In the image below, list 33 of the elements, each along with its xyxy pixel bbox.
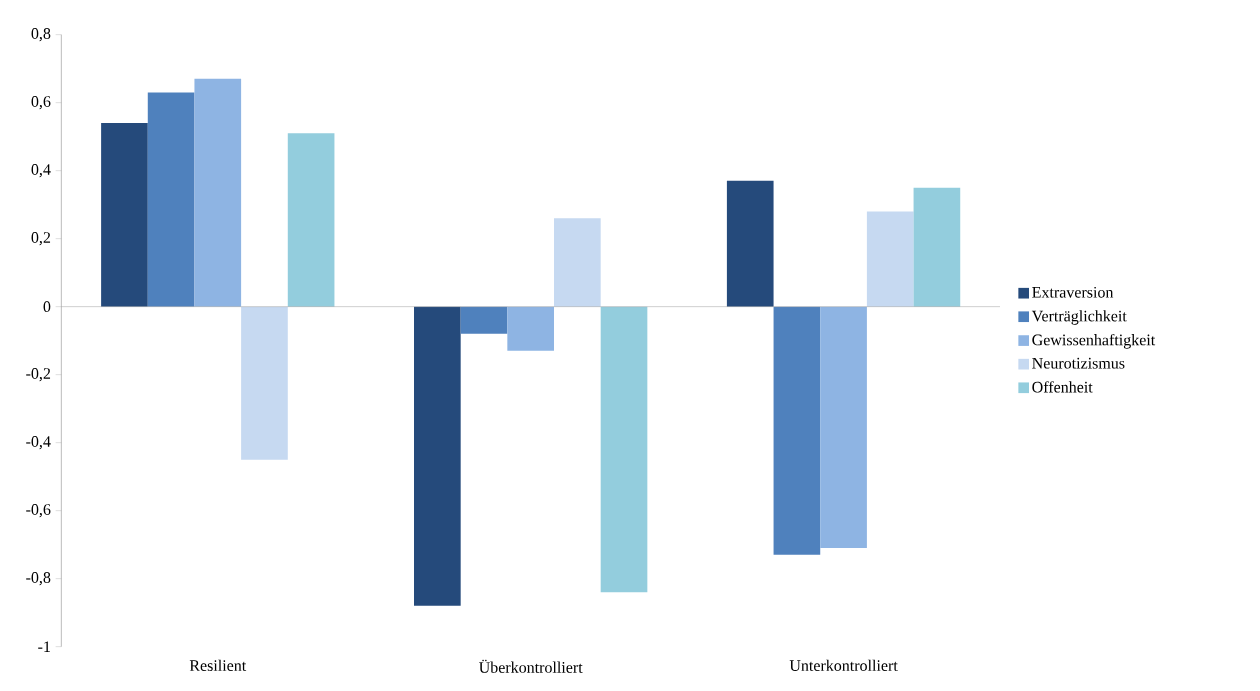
legend-label: Verträglichkeit	[1031, 310, 1127, 325]
bar	[287, 133, 335, 307]
bar	[820, 306, 867, 549]
legend-label: Gewissenhaftigkeit	[1032, 334, 1156, 349]
y-tick-label: 0,4	[31, 164, 51, 178]
y-tick-label: 0,6	[31, 96, 51, 110]
y-tick-label: -0,4	[26, 436, 51, 450]
bar	[194, 79, 242, 307]
x-tick-label: Resilient	[189, 659, 247, 672]
bar	[414, 306, 461, 607]
y-tick-label: -1	[38, 641, 50, 653]
y-tick-label: 0,8	[31, 28, 51, 42]
legend-label: Offenheit	[1032, 381, 1093, 393]
bar	[101, 123, 148, 307]
y-tick-label: 0,2	[31, 232, 51, 246]
bar	[460, 306, 508, 335]
x-tick-label: Unterkontrolliert	[789, 659, 898, 672]
legend-label: Neurotizismus	[1032, 358, 1125, 369]
y-tick-label: -0,6	[26, 504, 51, 518]
bar	[866, 211, 914, 307]
y-tick-label: 0	[43, 301, 51, 313]
legend-label: Extraversion	[1032, 287, 1114, 298]
bar	[507, 306, 555, 352]
bar	[554, 218, 601, 307]
y-tick-label: -0,2	[26, 368, 51, 382]
bar	[726, 181, 774, 307]
bar	[773, 306, 821, 556]
bar	[147, 92, 195, 307]
y-tick-label: -0,8	[26, 572, 51, 586]
x-tick-label: Überkontrolliert	[479, 659, 583, 673]
bar	[913, 187, 961, 307]
bar	[600, 306, 648, 593]
bar	[241, 306, 288, 460]
